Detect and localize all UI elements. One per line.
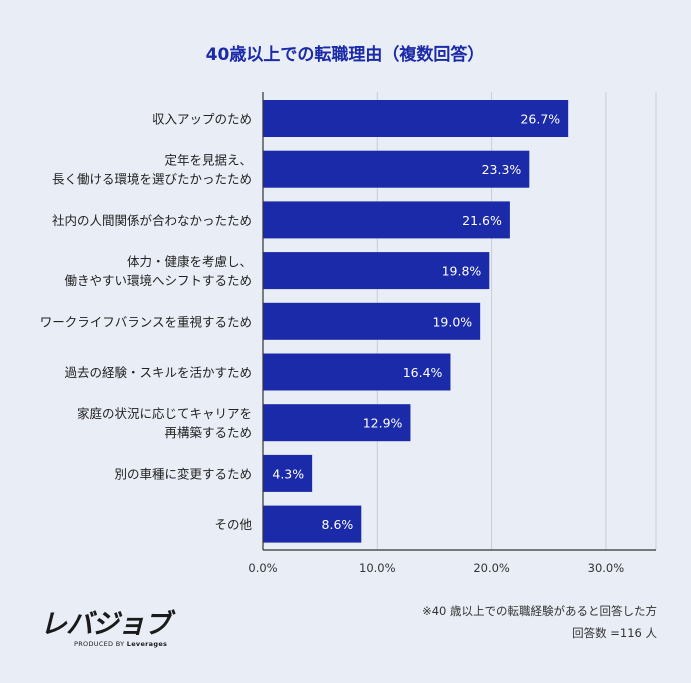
category-label: 家庭の状況に応じてキャリアを: [77, 406, 252, 421]
x-tick-label: 10.0%: [359, 561, 396, 575]
logo-sub-brand: Leverages: [126, 640, 168, 648]
category-label: 定年を見据え、: [164, 153, 252, 168]
leverages-logo: レバジョブ PRODUCED BY Leverages: [40, 602, 200, 662]
category-label: 働きやすい環境へシフトするため: [64, 273, 252, 288]
bar: [263, 353, 451, 391]
x-tick-label: 0.0%: [248, 561, 277, 575]
category-label: その他: [214, 517, 252, 532]
category-label: 体力・健康を考慮し、: [127, 254, 252, 269]
bar-value-label: 19.0%: [432, 314, 472, 329]
logo-sub-prefix: PRODUCED BY: [74, 640, 125, 648]
bar-value-label: 16.4%: [403, 365, 443, 380]
bar-value-label: 23.3%: [482, 162, 522, 177]
bar: [263, 454, 313, 492]
bar: [263, 505, 362, 543]
logo-subtitle: PRODUCED BY Leverages: [74, 640, 167, 648]
bar: [263, 302, 481, 340]
category-label: 過去の経験・スキルを活かすため: [64, 365, 252, 380]
category-label: 収入アップのため: [152, 112, 252, 127]
bar: [263, 201, 510, 239]
category-labels: 収入アップのため定年を見据え、長く働ける環境を選びたかったため社内の人間関係が合…: [40, 112, 253, 533]
category-label: 社内の人間関係が合わなかったため: [52, 213, 252, 228]
bar-value-label: 26.7%: [520, 112, 560, 127]
x-tick-label: 20.0%: [473, 561, 510, 575]
bar-value-label: 19.8%: [442, 264, 482, 279]
bar-chart: 40歳以上での転職理由（複数回答） 26.7% 23.3% 21.6% 19.8% 19…: [40, 44, 657, 575]
bar-value-label: 4.3%: [272, 466, 304, 481]
bar: [263, 252, 490, 290]
bars: 26.7% 23.3% 21.6% 19.8% 19.0% 16.4% 12.9% 4.3% 8…: [263, 100, 569, 543]
bar-value-label: 21.6%: [462, 213, 502, 228]
bar: [263, 100, 569, 137]
category-label: 長く働ける環境を選びたかったため: [52, 172, 252, 187]
x-axis-ticks: 0.0% 10.0% 20.0% 30.0%: [248, 92, 656, 575]
category-label: 別の車種に変更するため: [114, 466, 252, 481]
footnote: ※40 歳以上での転職経験があると回答した方 回答数 =116 人: [422, 600, 657, 644]
x-tick-label: 30.0%: [588, 561, 625, 575]
chart-title: 40歳以上での転職理由（複数回答）: [206, 44, 485, 65]
footnote-line2: 回答数 =116 人: [572, 626, 657, 640]
logo-text: レバジョブ: [40, 609, 171, 640]
bar: [263, 150, 530, 188]
category-label: 再構築するため: [164, 425, 252, 440]
bar: [263, 404, 411, 442]
bar-value-label: 12.9%: [363, 416, 403, 431]
footnote-line1: ※40 歳以上での転職経験があると回答した方: [422, 604, 657, 618]
bar-value-label: 8.6%: [322, 517, 354, 532]
category-label: ワークライフバランスを重視するため: [40, 314, 252, 329]
